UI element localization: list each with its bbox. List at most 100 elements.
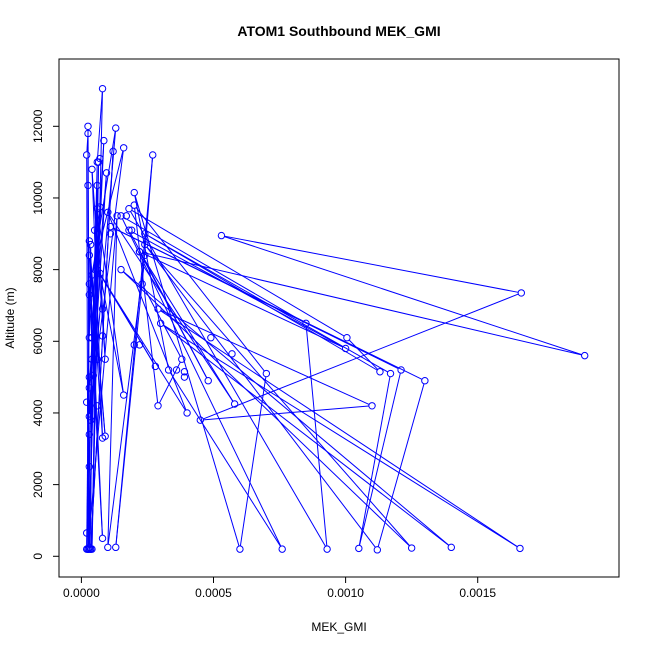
data-point	[85, 384, 94, 392]
y-tick-label: 10000	[31, 181, 45, 215]
data-point	[98, 84, 107, 93]
data-point	[343, 334, 351, 342]
y-tick-label: 12000	[31, 109, 45, 143]
data-point	[141, 230, 149, 238]
y-tick-label: 2000	[31, 471, 45, 498]
data-point	[106, 230, 115, 238]
data-point	[119, 391, 128, 399]
data-point	[151, 362, 160, 371]
data-point	[93, 402, 101, 410]
series-segment	[131, 209, 345, 337]
data-point	[98, 534, 107, 543]
data-point	[98, 305, 107, 313]
data-point	[84, 181, 92, 190]
data-point	[96, 269, 104, 277]
data-point	[106, 222, 115, 231]
series-segment	[163, 324, 518, 548]
data-point	[228, 350, 236, 358]
data-point	[323, 545, 331, 553]
data-point	[138, 280, 146, 288]
data-point	[581, 351, 589, 360]
series-segment	[90, 154, 114, 546]
series-segment	[101, 275, 155, 364]
data-point	[93, 181, 101, 190]
data-point	[109, 147, 117, 156]
data-point	[127, 226, 136, 234]
data-point	[85, 237, 94, 245]
data-point	[117, 265, 125, 274]
series-segment	[142, 252, 343, 348]
data-point	[154, 402, 162, 410]
series-segment	[143, 286, 181, 357]
data-point	[119, 144, 128, 152]
data-point	[86, 545, 95, 553]
data-point	[90, 226, 99, 234]
data-point	[130, 341, 138, 349]
y-tick-label: 0	[31, 553, 45, 560]
series-segment	[89, 258, 106, 434]
data-point	[117, 212, 125, 220]
data-point	[149, 151, 157, 159]
data-point	[130, 201, 138, 209]
series-segment	[203, 293, 519, 420]
data-point	[85, 334, 94, 342]
data-point	[102, 169, 111, 177]
data-point	[217, 231, 226, 240]
series-segment	[377, 383, 425, 547]
data-point	[96, 154, 104, 163]
series-segment	[89, 150, 124, 414]
data-point	[85, 251, 94, 259]
y-axis-label: Altitude (m)	[3, 287, 17, 348]
data-point	[85, 463, 94, 471]
data-point	[397, 366, 405, 374]
data-point	[112, 124, 120, 132]
data-point	[135, 248, 144, 256]
data-point	[355, 544, 363, 553]
data-point	[85, 412, 94, 421]
data-point	[82, 398, 91, 406]
series-segment	[97, 211, 124, 392]
points-layer	[82, 84, 589, 554]
data-point	[373, 546, 382, 554]
series-segment	[96, 91, 103, 159]
series-segment	[130, 211, 326, 547]
data-point	[183, 409, 191, 417]
data-point	[104, 543, 112, 552]
data-point	[230, 400, 239, 408]
data-point	[84, 122, 92, 131]
data-point	[93, 355, 101, 363]
data-point	[421, 377, 429, 385]
data-point	[112, 543, 120, 552]
data-point	[85, 373, 94, 381]
data-point	[135, 341, 144, 349]
data-point	[101, 432, 109, 440]
data-point	[88, 334, 96, 342]
data-point	[204, 377, 212, 385]
series-segment	[123, 217, 304, 323]
data-point	[156, 319, 165, 328]
series-segment	[140, 254, 208, 379]
data-point	[407, 544, 416, 552]
data-point	[89, 371, 97, 380]
series-segment	[87, 219, 118, 546]
data-point	[88, 355, 96, 363]
data-point	[447, 543, 455, 552]
x-tick-label: 0.0010	[327, 586, 364, 600]
data-point	[93, 205, 101, 213]
data-point	[86, 240, 95, 249]
series-segment	[162, 324, 450, 546]
data-point	[386, 369, 395, 378]
data-point	[94, 158, 103, 166]
data-point	[130, 188, 138, 197]
data-point	[85, 280, 94, 288]
series-segment	[305, 326, 328, 546]
data-point	[100, 136, 108, 145]
series-segment	[203, 405, 369, 421]
data-point	[164, 366, 173, 374]
series-segment	[348, 339, 379, 370]
x-axis: 0.0000 0.0005 0.0010 0.0015	[63, 576, 496, 600]
data-point	[236, 545, 244, 553]
data-point	[141, 251, 149, 259]
series-segment	[115, 158, 153, 545]
